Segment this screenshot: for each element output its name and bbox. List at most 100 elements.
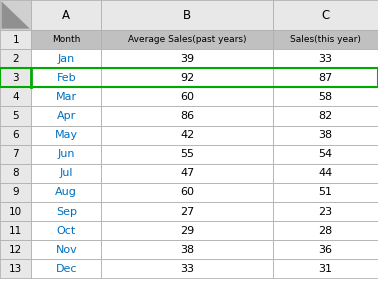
Bar (101, 183, 273, 202)
Text: 82: 82 (319, 111, 333, 121)
Bar (273, 164, 378, 183)
Text: 13: 13 (9, 264, 22, 274)
Bar (31, 183, 101, 202)
Bar (0, 68, 378, 87)
Bar (273, 221, 378, 240)
Bar (101, 126, 273, 145)
Bar (101, 49, 273, 68)
Text: 87: 87 (319, 73, 333, 83)
Bar (273, 145, 378, 164)
Text: 6: 6 (12, 130, 19, 140)
Bar (273, 87, 378, 106)
Bar (273, 240, 378, 259)
Bar (31, 145, 101, 164)
Bar (0, 106, 31, 126)
Text: 42: 42 (180, 130, 194, 140)
Text: 31: 31 (319, 264, 333, 274)
Bar (31, 68, 101, 87)
Bar (273, 49, 378, 68)
Bar (0, 87, 31, 106)
Text: 92: 92 (180, 73, 194, 83)
Text: Sales(this year): Sales(this year) (290, 35, 361, 44)
Bar (101, 87, 273, 106)
Text: 27: 27 (180, 207, 194, 217)
Text: 86: 86 (180, 111, 194, 121)
Text: Jun: Jun (57, 149, 75, 159)
Text: Jul: Jul (60, 168, 73, 178)
Bar (273, 126, 378, 145)
Bar (0, 183, 31, 202)
Text: 33: 33 (180, 264, 194, 274)
Bar (31, 259, 101, 278)
Bar (0, 259, 31, 278)
Text: 54: 54 (319, 149, 333, 159)
Bar (101, 0, 273, 30)
Bar (31, 202, 101, 221)
Text: Jan: Jan (58, 54, 75, 64)
Bar (101, 202, 273, 221)
Bar (0, 0, 31, 30)
Text: Aug: Aug (56, 187, 77, 198)
Text: 51: 51 (319, 187, 333, 198)
Text: 33: 33 (319, 54, 333, 64)
Text: 60: 60 (180, 92, 194, 102)
Text: Nov: Nov (56, 245, 77, 255)
Text: Mar: Mar (56, 92, 77, 102)
Text: 11: 11 (9, 226, 22, 236)
Bar (0, 126, 31, 145)
Bar (31, 106, 101, 126)
Text: 36: 36 (319, 245, 333, 255)
Text: 55: 55 (180, 149, 194, 159)
Bar (31, 0, 101, 30)
Text: 44: 44 (319, 168, 333, 178)
Text: 47: 47 (180, 168, 194, 178)
Bar (31, 221, 101, 240)
Bar (101, 106, 273, 126)
Text: 3: 3 (12, 73, 19, 83)
Text: Average Sales(past years): Average Sales(past years) (128, 35, 246, 44)
Text: B: B (183, 8, 191, 22)
Text: Month: Month (52, 35, 81, 44)
Text: 7: 7 (12, 149, 19, 159)
Text: Oct: Oct (57, 226, 76, 236)
Text: May: May (55, 130, 78, 140)
Bar (273, 0, 378, 30)
Bar (273, 68, 378, 87)
Bar (31, 87, 101, 106)
Text: 58: 58 (319, 92, 333, 102)
Text: 4: 4 (12, 92, 19, 102)
Bar (31, 164, 101, 183)
Bar (273, 30, 378, 49)
Text: A: A (62, 8, 70, 22)
Text: 38: 38 (319, 130, 333, 140)
Bar (101, 68, 273, 87)
Bar (31, 126, 101, 145)
Text: 10: 10 (9, 207, 22, 217)
Bar (101, 164, 273, 183)
Text: 5: 5 (12, 111, 19, 121)
Text: 1: 1 (12, 35, 19, 45)
Text: 8: 8 (12, 168, 19, 178)
Bar (0, 221, 31, 240)
Text: 39: 39 (180, 54, 194, 64)
Bar (273, 259, 378, 278)
Bar (273, 183, 378, 202)
Bar (31, 30, 101, 49)
Text: 2: 2 (12, 54, 19, 64)
Bar (31, 49, 101, 68)
Text: Feb: Feb (57, 73, 76, 83)
Bar (273, 202, 378, 221)
Text: 38: 38 (180, 245, 194, 255)
Text: 28: 28 (319, 226, 333, 236)
Bar (0, 240, 31, 259)
Bar (273, 106, 378, 126)
Text: C: C (322, 8, 330, 22)
Text: Apr: Apr (57, 111, 76, 121)
Bar (101, 259, 273, 278)
Text: 60: 60 (180, 187, 194, 198)
Bar (0, 68, 31, 87)
Bar (101, 221, 273, 240)
Bar (0, 30, 31, 49)
Text: Sep: Sep (56, 207, 77, 217)
Bar (0, 164, 31, 183)
